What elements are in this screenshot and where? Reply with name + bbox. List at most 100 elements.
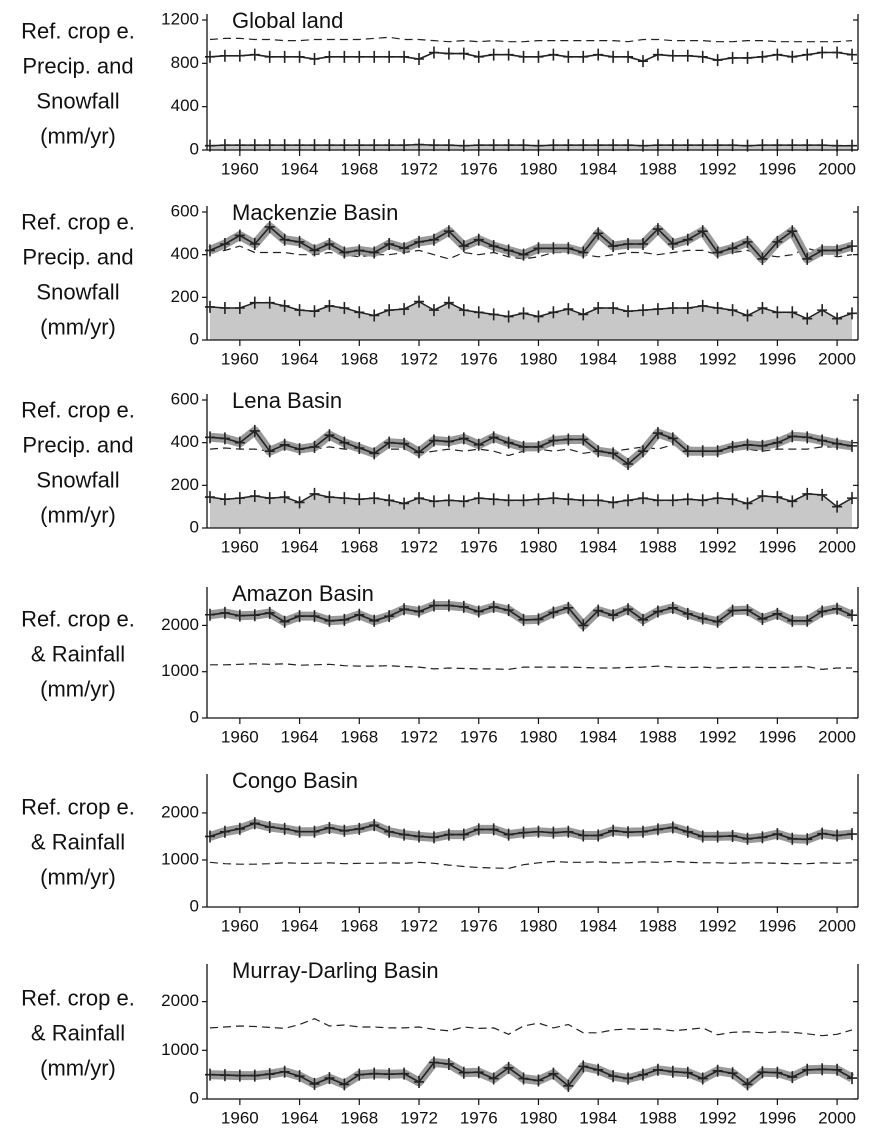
- marker: [667, 432, 678, 445]
- marker: [593, 445, 604, 458]
- marker: [817, 434, 828, 447]
- marker: [428, 1056, 439, 1069]
- marker: [264, 50, 275, 63]
- x-tick-label: 1992: [699, 727, 737, 746]
- marker: [652, 48, 663, 61]
- marker: [219, 238, 230, 250]
- x-tick-label: 1992: [699, 349, 737, 368]
- marker: [414, 492, 425, 505]
- marker: [608, 447, 619, 460]
- marker: [324, 139, 335, 152]
- marker: [518, 494, 529, 507]
- marker: [249, 238, 260, 250]
- x-tick-label: 1968: [340, 537, 378, 556]
- marker: [847, 48, 858, 61]
- marker: [742, 497, 753, 510]
- marker: [757, 1066, 768, 1079]
- x-tick-label: 1960: [221, 349, 259, 368]
- x-tick-label: 1996: [758, 916, 796, 935]
- marker: [772, 306, 783, 319]
- marker: [339, 50, 350, 63]
- marker: [518, 440, 529, 453]
- dashed-line: [209, 1018, 853, 1037]
- marker: [339, 139, 350, 152]
- marker: [249, 139, 260, 152]
- marker: [249, 490, 260, 502]
- x-tick-label: 1964: [281, 537, 319, 556]
- x-tick-label: 1980: [520, 916, 558, 935]
- marker: [428, 495, 439, 508]
- marker: [802, 1063, 813, 1076]
- x-tick-label: 1976: [460, 916, 498, 935]
- marker: [428, 139, 439, 152]
- marker: [742, 438, 753, 451]
- marker: [264, 139, 275, 152]
- marker: [682, 302, 693, 314]
- x-tick-label: 1980: [520, 1108, 558, 1127]
- marker: [428, 434, 439, 447]
- marker: [563, 139, 574, 152]
- y-axis-label: Ref. crop e.: [21, 18, 135, 43]
- marker: [772, 828, 783, 841]
- marker: [473, 605, 484, 618]
- marker: [578, 246, 589, 259]
- x-tick-label: 1976: [460, 349, 498, 368]
- marker: [623, 458, 634, 470]
- x-tick-label: 1984: [579, 159, 617, 178]
- marker: [802, 252, 813, 265]
- marker: [667, 494, 678, 507]
- x-tick-label: 1988: [639, 916, 677, 935]
- panel-title: Global land: [232, 8, 343, 33]
- marker: [473, 233, 484, 246]
- marker: [249, 296, 260, 309]
- marker: [578, 433, 589, 446]
- marker: [399, 497, 410, 510]
- marker: [697, 299, 708, 312]
- x-tick-label: 1984: [579, 537, 617, 556]
- marker: [443, 599, 454, 612]
- panel-title: Lena Basin: [232, 388, 342, 413]
- marker: [802, 833, 813, 846]
- marker: [578, 619, 589, 632]
- marker: [384, 1068, 395, 1081]
- marker: [817, 488, 828, 501]
- marker: [563, 1079, 574, 1092]
- marker: [623, 603, 634, 616]
- panel: Ref. crop e. & Rainfall (mm/yr) 0 1000 2000 19…: [21, 958, 859, 1127]
- marker: [712, 492, 723, 505]
- marker: [637, 55, 648, 68]
- x-tick-label: 1976: [460, 1108, 498, 1127]
- marker: [787, 50, 798, 63]
- marker: [817, 139, 828, 152]
- marker: [593, 227, 604, 240]
- marker: [458, 432, 469, 445]
- marker: [473, 823, 484, 836]
- marker: [518, 826, 529, 839]
- x-tick-label: 1976: [460, 537, 498, 556]
- marker: [847, 439, 858, 452]
- marker: [802, 487, 813, 500]
- x-tick-label: 1964: [281, 159, 319, 178]
- marker: [488, 308, 499, 321]
- marker: [847, 240, 858, 253]
- x-tick-label: 1960: [221, 159, 259, 178]
- marker: [727, 829, 738, 842]
- y-tick-label: 0: [190, 707, 199, 726]
- marker: [652, 427, 663, 440]
- marker: [757, 439, 768, 452]
- marker: [727, 604, 738, 617]
- marker: [802, 312, 813, 325]
- marker: [294, 443, 305, 456]
- marker: [847, 828, 858, 841]
- marker: [847, 307, 858, 320]
- marker: [294, 1070, 305, 1083]
- marker: [369, 614, 380, 627]
- marker: [578, 494, 589, 507]
- marker: [742, 309, 753, 322]
- marker: [697, 225, 708, 238]
- marker: [414, 53, 425, 65]
- marker: [488, 823, 499, 836]
- x-tick-label: 2000: [818, 159, 856, 178]
- marker: [832, 244, 843, 257]
- marker: [667, 1065, 678, 1078]
